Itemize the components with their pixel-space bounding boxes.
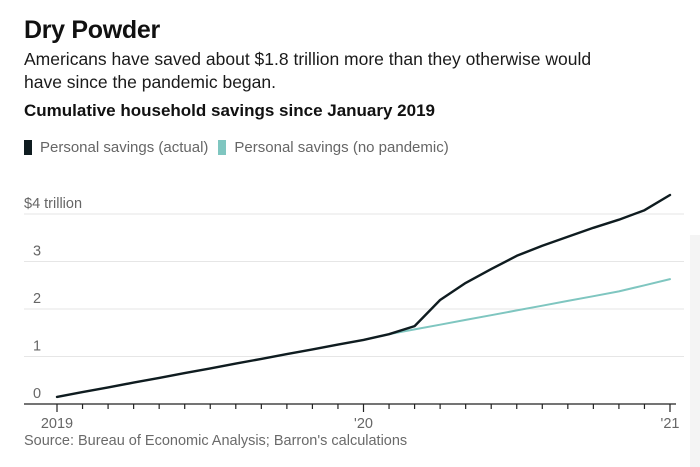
chart-title: Cumulative household savings since Janua…: [24, 101, 435, 120]
y-tick-label: 1: [33, 339, 41, 355]
legend-label-no-pandemic: Personal savings (no pandemic): [234, 139, 449, 156]
legend-swatch-actual: [24, 140, 32, 155]
y-tick-label: $4 trillion: [24, 196, 82, 212]
series-line-no-pandemic: [388, 278, 671, 336]
legend-label-actual: Personal savings (actual): [40, 139, 209, 156]
legend-item-no-pandemic: Personal savings (no pandemic): [218, 139, 449, 156]
source-note: Source: Bureau of Economic Analysis; Bar…: [24, 433, 408, 449]
gridlines: [24, 213, 684, 357]
subheadline: Americans have saved about $1.8 trillion…: [24, 49, 592, 92]
series-line-actual: [55, 193, 672, 399]
y-tick-label: 0: [33, 386, 41, 402]
x-tick-label: 2019: [41, 416, 73, 432]
series-lines: [55, 193, 672, 399]
legend-item-actual: Personal savings (actual): [24, 139, 208, 156]
x-axis: 2019 '20 '21: [24, 403, 680, 432]
x-tick-label: '20: [354, 416, 373, 432]
y-tick-label: 2: [33, 291, 41, 307]
legend-swatch-no-pandemic: [218, 140, 227, 155]
y-axis-labels: $4 trillion 3 2 1 0: [24, 196, 82, 402]
y-tick-label: 3: [33, 244, 41, 260]
headline: Dry Powder: [24, 16, 160, 44]
x-tick-label: '21: [661, 416, 680, 432]
side-panel-edge: [690, 235, 700, 467]
legend: Personal savings (actual) Personal savin…: [24, 139, 459, 156]
